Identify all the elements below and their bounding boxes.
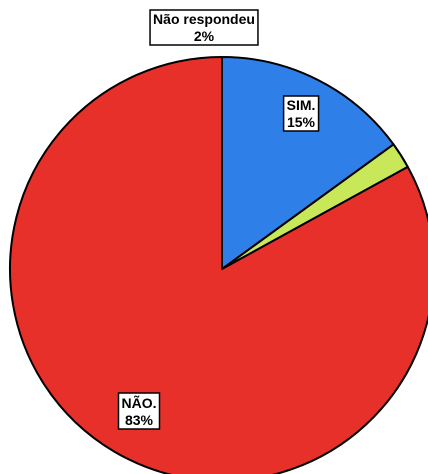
- data-label-category: SIM.: [287, 97, 316, 113]
- data-label-box: [282, 95, 320, 132]
- data-label-value: 2%: [194, 28, 215, 44]
- data-label-value: 83%: [125, 412, 154, 428]
- pie-slices: [9, 56, 428, 474]
- data-label-category: NÃO.: [122, 394, 157, 411]
- data-label-sim: SIM.15%: [282, 95, 320, 132]
- data-label-category: Não respondeu: [153, 11, 255, 27]
- data-label-nao: NÃO.83%: [117, 392, 161, 430]
- data-label-box: [117, 392, 161, 430]
- data-label-value: 15%: [287, 114, 316, 130]
- data-label-box: [149, 9, 259, 46]
- pie-slice-nao: [9, 56, 428, 474]
- pie-slice-sim: [221, 56, 395, 270]
